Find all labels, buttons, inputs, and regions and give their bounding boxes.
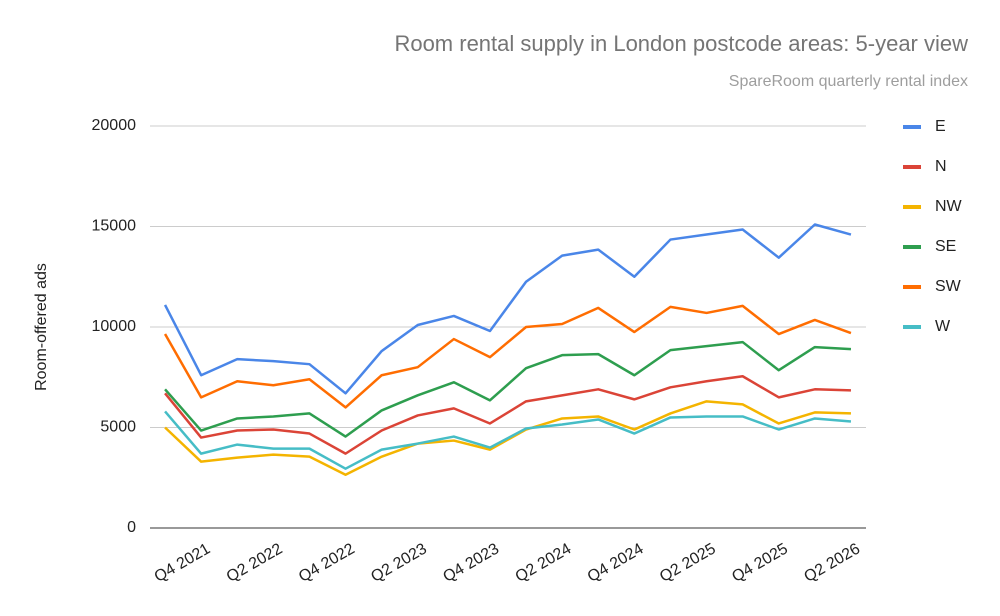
x-tick-label: Q4 2024	[585, 540, 647, 585]
legend-label: N	[935, 158, 947, 175]
x-tick-label: Q4 2022	[296, 540, 358, 585]
series-line	[163, 223, 852, 395]
y-tick-label: 10000	[92, 318, 137, 335]
series-line	[164, 400, 851, 476]
series-line	[164, 410, 852, 470]
x-tick-label: Q2 2024	[513, 540, 575, 585]
y-axis-label: Room-offered ads	[33, 263, 50, 391]
legend-label: W	[935, 318, 951, 335]
legend-label: NW	[935, 198, 963, 215]
y-tick-label: 20000	[92, 117, 137, 134]
legend-label: SW	[935, 278, 962, 295]
x-tick-label: Q2 2022	[224, 540, 286, 585]
series-line	[164, 340, 852, 438]
x-tick-label: Q4 2023	[440, 540, 502, 585]
x-tick-label: Q4 2025	[729, 540, 791, 585]
series-line	[164, 374, 851, 455]
series-line	[163, 304, 852, 409]
y-tick-label: 0	[127, 519, 136, 536]
chart-title: Room rental supply in London postcode ar…	[394, 31, 968, 56]
x-tick-label: Q2 2023	[368, 540, 430, 585]
y-tick-label: 5000	[100, 419, 136, 436]
chart-subtitle: SpareRoom quarterly rental index	[729, 73, 968, 90]
x-tick-label: Q4 2021	[152, 540, 214, 585]
y-tick-label: 15000	[92, 218, 137, 235]
legend-label: SE	[935, 238, 956, 255]
legend-label: E	[935, 118, 946, 135]
x-tick-label: Q2 2025	[657, 540, 719, 585]
x-tick-label: Q2 2026	[801, 540, 863, 585]
